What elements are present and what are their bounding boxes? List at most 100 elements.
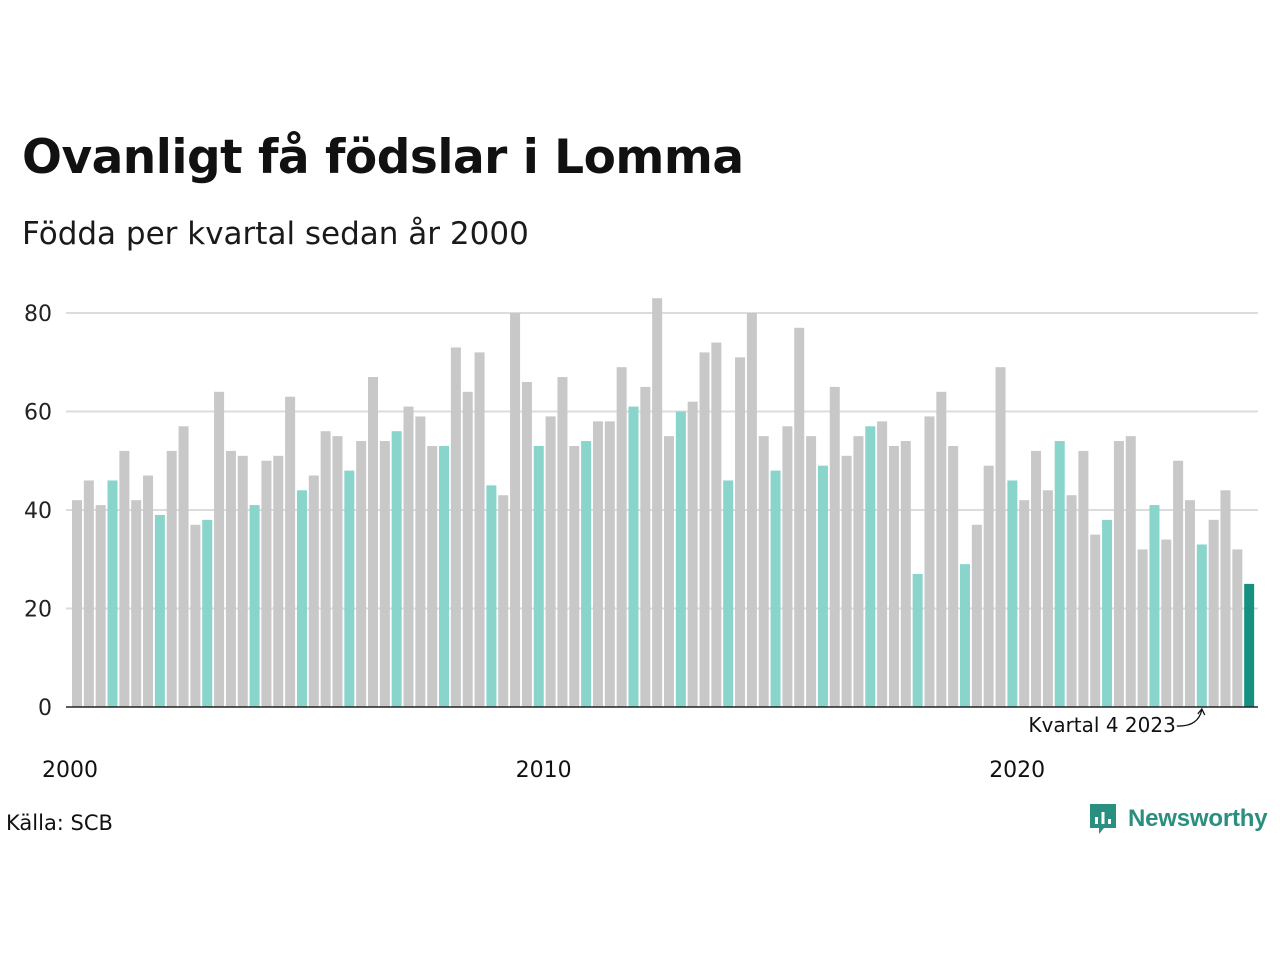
bar — [439, 445, 450, 707]
bar — [1161, 539, 1172, 707]
bar — [225, 450, 236, 707]
y-tick-label: 60 — [24, 401, 52, 426]
bar — [107, 480, 118, 707]
x-tick-label: 2020 — [989, 758, 1045, 783]
y-tick-label: 40 — [24, 499, 52, 524]
bar — [723, 480, 734, 707]
bar — [391, 431, 402, 707]
bar — [948, 445, 959, 707]
bar — [1066, 495, 1077, 708]
x-tick-label: 2010 — [516, 758, 572, 783]
bar — [735, 357, 746, 707]
bar — [806, 436, 817, 708]
bar — [427, 445, 438, 707]
bar — [143, 475, 154, 707]
bar — [450, 347, 461, 707]
bar — [829, 386, 840, 708]
bar — [569, 445, 580, 707]
y-tick-label: 0 — [38, 696, 52, 721]
bar — [652, 298, 663, 707]
bar — [1007, 480, 1018, 707]
bar — [995, 367, 1006, 707]
bar — [1054, 441, 1065, 707]
bar — [664, 436, 674, 708]
bar — [95, 505, 106, 707]
x-tick-label: 2000 — [42, 758, 98, 783]
bar — [853, 436, 864, 708]
bar — [1031, 450, 1042, 707]
bar — [214, 391, 225, 707]
bar — [865, 426, 876, 707]
bar — [320, 431, 331, 707]
bar — [687, 401, 698, 707]
bar — [1125, 436, 1136, 708]
bar — [545, 416, 556, 707]
bar — [983, 465, 994, 707]
bar — [841, 455, 852, 707]
bar — [1042, 490, 1053, 707]
bar — [356, 441, 367, 707]
bar — [758, 436, 769, 708]
bar — [368, 377, 378, 707]
bar — [202, 519, 213, 707]
source-label: Källa: SCB — [6, 811, 113, 835]
bar — [83, 480, 94, 707]
chart-title: Ovanligt få födslar i Lomma — [22, 130, 744, 185]
bar — [1102, 519, 1113, 707]
bar — [344, 470, 355, 707]
bar — [912, 574, 923, 707]
bar — [675, 411, 686, 707]
bar — [699, 352, 710, 707]
bar — [794, 327, 805, 707]
bar — [1113, 441, 1124, 707]
bar — [308, 475, 319, 707]
chart-subtitle: Födda per kvartal sedan år 2000 — [22, 216, 529, 252]
bar — [498, 495, 509, 708]
bar — [237, 455, 248, 707]
bar — [817, 465, 828, 707]
y-tick-label: 20 — [24, 598, 52, 623]
bar — [770, 470, 781, 707]
bar — [533, 445, 544, 707]
bar — [486, 485, 497, 708]
bar — [119, 450, 130, 707]
bar — [1232, 549, 1243, 707]
bar — [178, 426, 189, 707]
bar — [746, 313, 757, 707]
bar — [581, 441, 592, 707]
bar — [462, 391, 473, 707]
bar — [273, 455, 284, 707]
bar — [971, 524, 982, 707]
bar — [888, 445, 899, 707]
bar — [604, 421, 615, 707]
bar — [1137, 549, 1148, 707]
bar — [782, 426, 793, 707]
bar — [72, 500, 82, 707]
arrow-head-icon — [1197, 707, 1206, 716]
bar — [474, 352, 485, 707]
bar — [1149, 505, 1160, 707]
bar-chart: 0 20 40 60 80 2000 2010 2020 Kvartal 4 2023 — [24, 298, 1258, 783]
bar — [166, 450, 177, 707]
bar — [592, 421, 603, 707]
bar — [510, 313, 521, 707]
bar — [415, 416, 426, 707]
y-tick-label: 80 — [24, 302, 52, 327]
bar — [877, 421, 888, 707]
bar — [521, 381, 532, 707]
bar — [616, 367, 627, 707]
bar — [190, 524, 201, 707]
bar — [131, 500, 142, 707]
brand-name: Newsworthy — [1128, 805, 1268, 832]
bar — [1078, 450, 1089, 707]
bar — [261, 460, 272, 707]
bar — [249, 505, 260, 707]
brand: Newsworthy — [1088, 802, 1268, 836]
annotation-label: Kvartal 4 2023 — [1028, 713, 1175, 737]
bar — [924, 416, 935, 707]
newsworthy-logo-icon — [1090, 804, 1116, 834]
bar — [711, 342, 722, 707]
bar — [1244, 583, 1255, 708]
curved-arrow-icon — [1176, 709, 1203, 727]
bar — [628, 406, 639, 707]
